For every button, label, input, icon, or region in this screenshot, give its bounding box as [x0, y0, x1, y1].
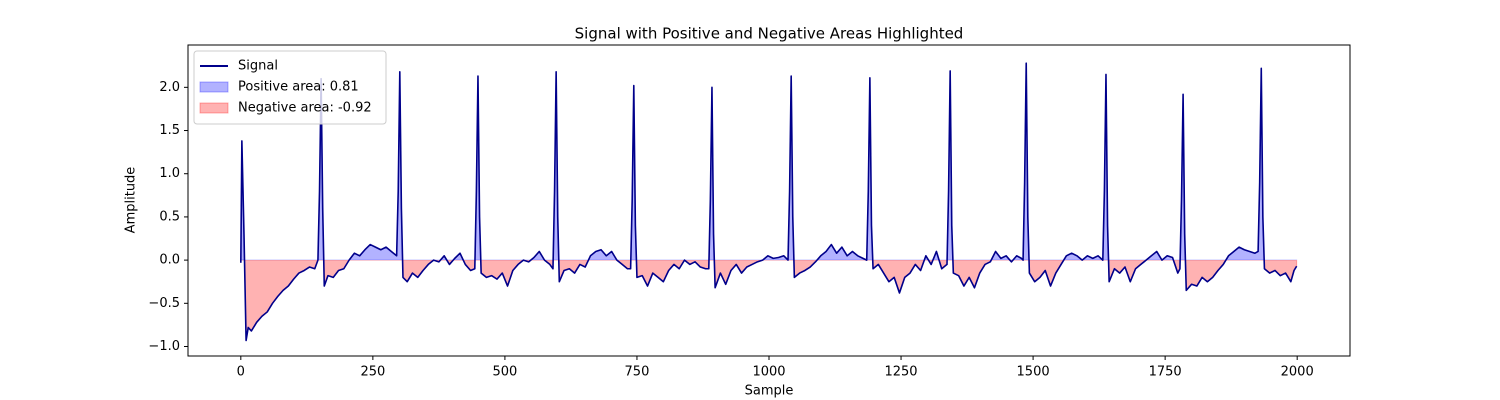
legend-label: Positive area: 0.81 [238, 80, 359, 95]
y-tick-label: 1.5 [159, 123, 180, 138]
chart-title: Signal with Positive and Negative Areas … [575, 25, 964, 43]
legend-label: Negative area: -0.92 [238, 101, 372, 116]
y-tick-label: 0.0 [159, 253, 180, 268]
legend-swatch [199, 81, 229, 93]
x-tick-label: 500 [492, 365, 517, 380]
plot-frame [187, 44, 1351, 357]
y-tick-label: 0.5 [159, 209, 180, 224]
x-tick-label: 750 [625, 365, 650, 380]
y-axis-label: Amplitude [124, 167, 139, 234]
x-tick-label: 2000 [1281, 365, 1314, 380]
x-tick-label: 250 [360, 365, 385, 380]
x-tick-label: 1750 [1149, 365, 1182, 380]
y-tick-label: 2.0 [159, 80, 180, 95]
legend-swatch [199, 102, 229, 114]
x-tick-label: 1500 [1017, 365, 1050, 380]
x-axis-label: Sample [745, 384, 794, 399]
x-tick-label: 1000 [752, 365, 785, 380]
y-tick-label: −1.0 [148, 339, 180, 354]
x-tick-label: 0 [237, 365, 245, 380]
y-tick-label: −0.5 [148, 296, 180, 311]
x-tick-label: 1250 [884, 365, 917, 380]
signal-line [240, 62, 1298, 342]
legend-label: Signal [238, 59, 278, 74]
y-tick-label: 1.0 [159, 166, 180, 181]
legend-box [193, 50, 387, 125]
